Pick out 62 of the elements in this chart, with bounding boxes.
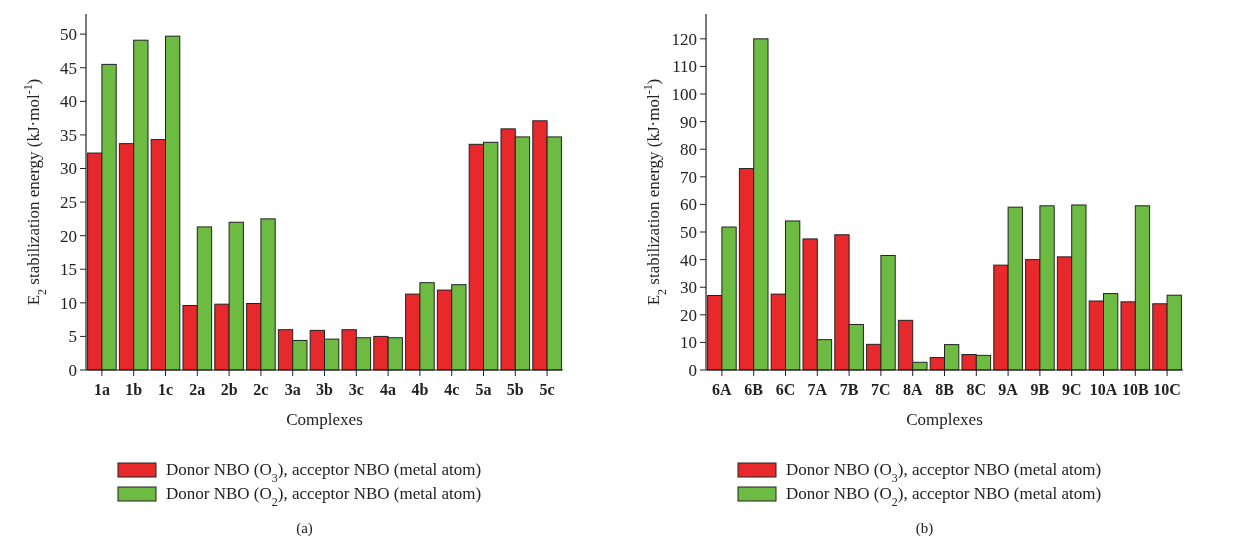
x-tick-label: 8B (935, 381, 955, 398)
legend-label: Donor NBO (O$_{3}$), acceptor NBO (metal atom) (786, 460, 1102, 485)
y-tick-label: 20 (60, 226, 77, 246)
x-axis-title: Complexes (286, 410, 363, 429)
x-tick-label: 3a (284, 381, 301, 398)
y-tick-label: 40 (60, 92, 77, 112)
y-tick-label: 25 (60, 193, 77, 213)
x-tick-label: 9B (1030, 381, 1050, 398)
y-tick-label: 50 (60, 25, 77, 45)
x-tick-label: 4b (411, 381, 429, 398)
y-tick-label: 45 (60, 58, 77, 78)
y-tick-label: 30 (680, 278, 697, 298)
x-tick-label: 5c (539, 381, 555, 398)
y-tick-label: 35 (60, 125, 77, 145)
x-tick-label: 10A (1089, 381, 1118, 398)
y-tick-label: 0 (688, 360, 697, 380)
x-axis-title: Complexes (906, 410, 983, 429)
x-tick-label: 4c (444, 381, 460, 398)
x-tick-label: 9C (1061, 381, 1082, 398)
y-tick-label: 50 (680, 222, 697, 242)
x-tick-label: 5b (506, 381, 524, 398)
legend-label: Donor NBO (O$_{2}$), acceptor NBO (metal atom) (786, 484, 1102, 509)
x-tick-label: 10B (1121, 381, 1149, 398)
y-tick-label: 30 (60, 159, 77, 179)
y-tick-label: 15 (60, 260, 77, 280)
x-tick-label: 4a (380, 381, 397, 398)
x-tick-label: 1c (157, 381, 174, 398)
x-tick-label: 7A (807, 381, 828, 398)
x-tick-label: 1b (125, 381, 143, 398)
x-tick-label: 5a (475, 381, 492, 398)
x-tick-label: 2b (220, 381, 238, 398)
y-tick-label: 80 (680, 140, 697, 160)
x-tick-label: 10C (1153, 381, 1181, 398)
y-tick-label: 90 (680, 112, 697, 132)
x-tick-label: 8A (902, 381, 923, 398)
x-tick-label: 8C (966, 381, 987, 398)
y-tick-label: 0 (68, 360, 77, 380)
x-tick-label: 2a (189, 381, 206, 398)
x-tick-label: 1a (93, 381, 110, 398)
y-tick-label: 20 (680, 305, 697, 325)
x-tick-label: 6A (712, 381, 733, 398)
x-tick-label: 9A (998, 381, 1019, 398)
y-tick-label: 40 (680, 250, 697, 270)
y-tick-label: 60 (680, 195, 697, 215)
y-tick-label: 110 (672, 57, 697, 77)
y-tick-label: 70 (680, 167, 697, 187)
legend-label: Donor NBO (O$_{3}$), acceptor NBO (metal atom) (166, 460, 482, 485)
legend-label: Donor NBO (O$_{2}$), acceptor NBO (metal atom) (166, 484, 482, 509)
y-tick-label: 10 (680, 333, 697, 353)
y-tick-label: 120 (671, 29, 697, 49)
x-tick-label: 7C (871, 381, 891, 398)
y-tick-label: 100 (671, 84, 697, 104)
text: (b) (915, 520, 934, 537)
text: (a) (296, 520, 313, 537)
y-tick-label: 10 (60, 293, 77, 313)
x-tick-label: 7B (839, 381, 859, 398)
y-tick-label: 5 (68, 327, 77, 347)
x-tick-label: 3b (316, 381, 334, 398)
x-tick-label: 6C (775, 381, 796, 398)
x-tick-label: 6B (744, 381, 764, 398)
x-tick-label: 3c (348, 381, 364, 398)
x-tick-label: 2c (253, 381, 269, 398)
